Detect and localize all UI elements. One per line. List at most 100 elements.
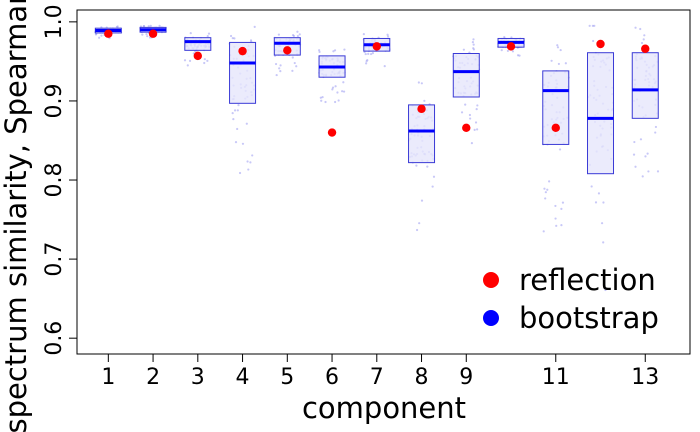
bootstrap-sample-point (418, 222, 421, 225)
bootstrap-sample-point (158, 24, 161, 27)
bootstrap-sample-point (364, 52, 367, 56)
bootstrap-sample-point (500, 49, 503, 52)
bootstrap-sample-point (602, 241, 605, 244)
bootstrap-sample-point (544, 197, 547, 200)
y-axis-label: spectrum similarity, Spearman (0, 0, 33, 432)
bootstrap-sample-point (590, 185, 593, 188)
legend-marker-reflection (483, 272, 499, 288)
legend: reflection bootstrap (483, 263, 659, 335)
y-tick-label: 0.6 (42, 321, 67, 356)
bootstrap-sample-point (319, 96, 322, 99)
bootstrap-sample-point (367, 52, 370, 55)
bootstrap-sample-point (544, 191, 547, 194)
bootstrap-sample-point (471, 41, 474, 44)
reflection-point-component-10 (506, 42, 516, 51)
bootstrap-sample-point (473, 128, 476, 131)
y-tick-label: 0.8 (42, 163, 67, 198)
bootstrap-sample-point (231, 112, 234, 115)
reflection-point-component-4 (238, 46, 247, 56)
bootstrap-sample-point (647, 170, 650, 173)
bootstrap-sample-point (332, 50, 335, 53)
x-tick-label: 7 (370, 365, 384, 390)
bootstrap-sample-point (386, 33, 389, 36)
bootstrap-sample-point (234, 141, 238, 144)
bootstrap-sample-point (241, 142, 245, 145)
box-component-3 (184, 37, 212, 51)
bootstrap-sample-point (420, 199, 424, 202)
x-tick-label: 6 (325, 365, 339, 390)
bootstrap-sample-point (206, 35, 209, 38)
bootstrap-sample-point (236, 127, 239, 131)
bootstrap-sample-point (232, 118, 235, 121)
reflection-point-component-2 (148, 29, 158, 38)
y-axis: 0.6 0.7 0.8 0.9 1.0 (42, 4, 78, 356)
bootstrap-sample-point (640, 41, 644, 45)
bootstrap-sample-point (468, 113, 472, 117)
bootstrap-sample-point (516, 54, 520, 57)
x-tick-label: 3 (191, 365, 205, 390)
bootstrap-sample-point (249, 161, 252, 164)
bootstrap-sample-point (229, 34, 233, 38)
bootstrap-sample-point (386, 35, 390, 38)
bootstrap-sample-point (472, 38, 475, 41)
bootstrap-sample-point (336, 91, 339, 94)
bootstrap-sample-point (511, 50, 515, 53)
box-component-8 (408, 104, 436, 164)
bootstrap-sample-point (295, 65, 298, 68)
bootstrap-sample-point (557, 62, 560, 66)
x-axis: 1 2 3 4 5 6 7 8 9 11 13 (101, 353, 659, 390)
bootstrap-sample-point (251, 154, 254, 157)
bootstrap-sample-point (147, 25, 150, 28)
bootstrap-sample-point (291, 56, 294, 59)
bootstrap-sample-point (548, 180, 551, 183)
bootstrap-sample-point (274, 62, 278, 66)
legend-label-reflection: reflection (519, 263, 656, 297)
bootstrap-sample-point (277, 33, 280, 36)
reflection-point-component-5 (283, 46, 292, 55)
bootstrap-sample-point (296, 34, 300, 38)
bootstrap-sample-point (646, 152, 649, 155)
bootstrap-sample-point (318, 49, 321, 52)
bootstrap-sample-point (420, 82, 423, 85)
bootstrap-sample-point (639, 138, 643, 141)
bootstrap-sample-point (476, 104, 479, 107)
bootstrap-sample-point (331, 86, 335, 89)
bootstrap-sample-point (462, 48, 465, 51)
bootstrap-sample-point (146, 35, 149, 38)
bootstrap-sample-point (588, 24, 591, 27)
bootstrap-sample-point (365, 60, 368, 63)
bootstrap-sample-point (476, 128, 479, 131)
bootstrap-sample-point (470, 142, 474, 145)
bootstrap-sample-point (246, 160, 249, 163)
x-tick-label: 5 (280, 365, 294, 390)
bootstrap-sample-point (604, 288, 607, 292)
bootstrap-sample-point (343, 48, 346, 51)
bootstrap-sample-point (472, 47, 475, 50)
reflection-point-component-6 (327, 128, 337, 137)
bootstrap-sample-point (333, 49, 337, 52)
bootstrap-sample-point (324, 100, 327, 104)
bootstrap-sample-point (298, 33, 301, 36)
bootstrap-sample-point (543, 187, 546, 190)
bootstrap-sample-point (556, 46, 560, 49)
bootstrap-sample-point (559, 48, 562, 52)
bootstrap-sample-point (644, 155, 647, 158)
reflection-point-component-1 (104, 29, 113, 38)
bootstrap-sample-point (231, 36, 234, 40)
bootstrap-sample-point (592, 39, 595, 43)
bootstrap-sample-point (506, 49, 510, 53)
box-component-13 (631, 52, 659, 119)
reflection-point-component-7 (372, 42, 381, 51)
bootstrap-sample-point (564, 62, 567, 65)
bootstrap-sample-point (189, 32, 192, 35)
bootstrap-sample-point (560, 224, 563, 227)
box-component-11 (542, 70, 570, 145)
bootstrap-sample-point (634, 26, 637, 29)
bootstrap-sample-point (253, 25, 256, 29)
bootstrap-sample-point (555, 224, 558, 227)
bootstrap-sample-point (597, 192, 601, 195)
x-tick-label: 2 (146, 365, 160, 390)
bootstrap-sample-point (639, 27, 642, 31)
bootstrap-sample-point (318, 50, 321, 54)
reflection-point-component-13 (641, 44, 650, 53)
